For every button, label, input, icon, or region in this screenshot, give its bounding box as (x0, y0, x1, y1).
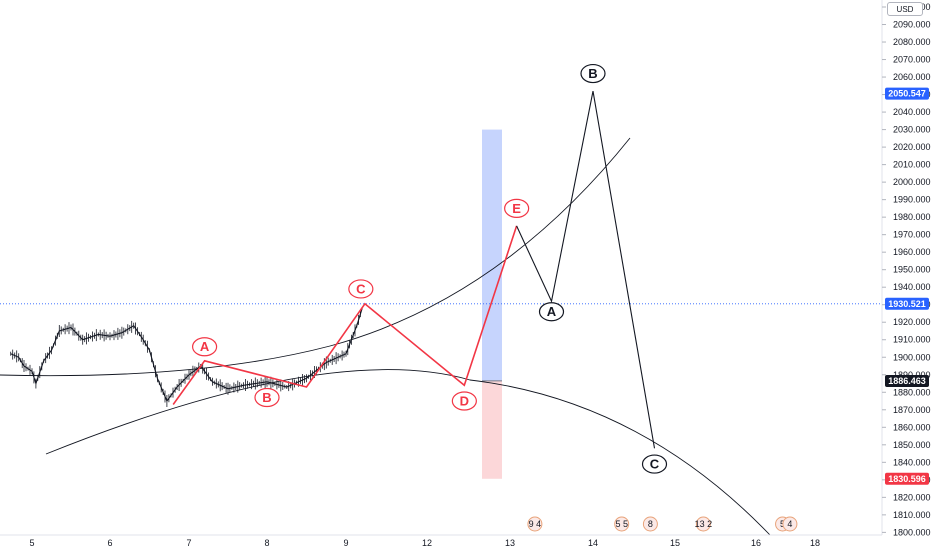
red-wave-label-text: E (512, 201, 521, 216)
economic-event-count: 5 5 (615, 519, 628, 529)
red-wave-label-text: B (262, 390, 271, 405)
downside-target-zone (482, 380, 502, 479)
price-tick-label: 1810.000 (893, 510, 931, 520)
price-tick-label: 1980.000 (893, 212, 931, 222)
upside-target-zone (482, 129, 502, 381)
price-tick-label: 1800.000 (893, 527, 931, 537)
economic-event-marker[interactable]: 5 5 (614, 516, 630, 532)
price-tag-text: 1886.463 (888, 376, 926, 386)
time-tick-label: 14 (588, 538, 598, 548)
price-tick-label: 2070.000 (893, 55, 931, 65)
economic-event-marker[interactable]: 8 (642, 516, 658, 532)
time-tick-label: 8 (264, 538, 269, 548)
economic-event-count: 4 (787, 519, 792, 529)
economic-event-count: 13 2 (695, 519, 713, 529)
price-tag: 1830.596 (885, 472, 929, 485)
economic-event-marker[interactable]: 9 4 (527, 516, 543, 532)
red-wave-label-b[interactable]: B (254, 387, 280, 408)
time-axis[interactable]: 5 6 7 8 9 12 13 14 15 16 18 (29, 538, 820, 548)
price-tick-label: 1860.000 (893, 422, 931, 432)
time-tick-label: 13 (505, 538, 515, 548)
price-tick-label: 1920.000 (893, 317, 931, 327)
price-tag-text: 2050.547 (888, 89, 926, 99)
black-wave-path[interactable] (516, 90, 656, 449)
price-tick-label: 2090.000 (893, 20, 931, 30)
economic-event-marker[interactable]: 4 (782, 516, 798, 532)
price-noise (10, 311, 361, 407)
price-tick-label: 1840.000 (893, 457, 931, 467)
price-tick-label: 2020.000 (893, 142, 931, 152)
red-wave-path[interactable] (172, 225, 518, 405)
black-wave-label-b[interactable]: B (580, 63, 606, 84)
time-tick-label: 5 (29, 538, 34, 548)
black-wave-label-text: A (547, 304, 557, 319)
price-tag: 1886.463 (885, 374, 929, 387)
black-wave-label-c[interactable]: C (641, 454, 668, 474)
price-tick-label: 1990.000 (893, 195, 931, 205)
price-tick-label: 2060.000 (893, 72, 931, 82)
upper-channel-curve[interactable] (0, 137, 631, 377)
red-wave-label-d[interactable]: D (451, 391, 477, 411)
time-tick-label: 9 (343, 538, 348, 548)
time-tick-label: 12 (422, 538, 432, 548)
price-tick-label: 1890.000 (893, 370, 931, 380)
red-wave-label-e[interactable]: E (504, 198, 530, 218)
price-axis[interactable]: 1800.0001810.0001820.0001830.0001840.000… (882, 2, 931, 537)
price-tick-label: 1850.000 (893, 440, 931, 450)
economic-event-count: 9 4 (529, 519, 542, 529)
time-tick-label: 18 (810, 538, 820, 548)
currency-button[interactable]: USD (887, 2, 923, 16)
price-tick-label: 1820.000 (893, 492, 931, 502)
lower-channel-curve[interactable] (45, 369, 771, 536)
price-tick-label: 1900.000 (893, 352, 931, 362)
price-tick-label: 1880.000 (893, 387, 931, 397)
price-tag: 1930.521 (885, 297, 929, 310)
economic-event-marker[interactable]: 13 2 (695, 516, 713, 532)
price-tag: 2050.547 (885, 87, 929, 100)
time-tick-label: 16 (751, 538, 761, 548)
black-wave-label-text: B (588, 66, 597, 81)
price-tick-label: 1960.000 (893, 247, 931, 257)
price-tick-label: 2010.000 (893, 160, 931, 170)
red-wave-label-text: A (200, 339, 210, 354)
price-tick-label: 2000.000 (893, 177, 931, 187)
price-tick-label: 1950.000 (893, 265, 931, 275)
time-tick-label: 15 (670, 538, 680, 548)
price-tick-label: 1970.000 (893, 230, 931, 240)
price-tick-label: 2040.000 (893, 107, 931, 117)
red-wave-label-c[interactable]: C (348, 279, 374, 299)
price-tick-label: 2080.000 (893, 37, 931, 47)
price-tag-text: 1930.521 (888, 299, 926, 309)
price-tick-label: 1940.000 (893, 282, 931, 292)
price-tick-label: 2030.000 (893, 125, 931, 135)
red-wave-label-a[interactable]: A (192, 337, 218, 357)
time-tick-label: 7 (186, 538, 191, 548)
time-tick-label: 6 (107, 538, 112, 548)
price-tag-text: 1830.596 (888, 474, 926, 484)
economic-event-count: 8 (648, 519, 653, 529)
black-wave-label-a[interactable]: A (538, 302, 565, 322)
black-wave-label-text: C (650, 457, 660, 472)
red-wave-label-text: C (356, 281, 366, 296)
red-wave-label-text: D (460, 394, 469, 409)
price-tick-label: 1910.000 (893, 335, 931, 345)
price-tick-label: 1870.000 (893, 405, 931, 415)
